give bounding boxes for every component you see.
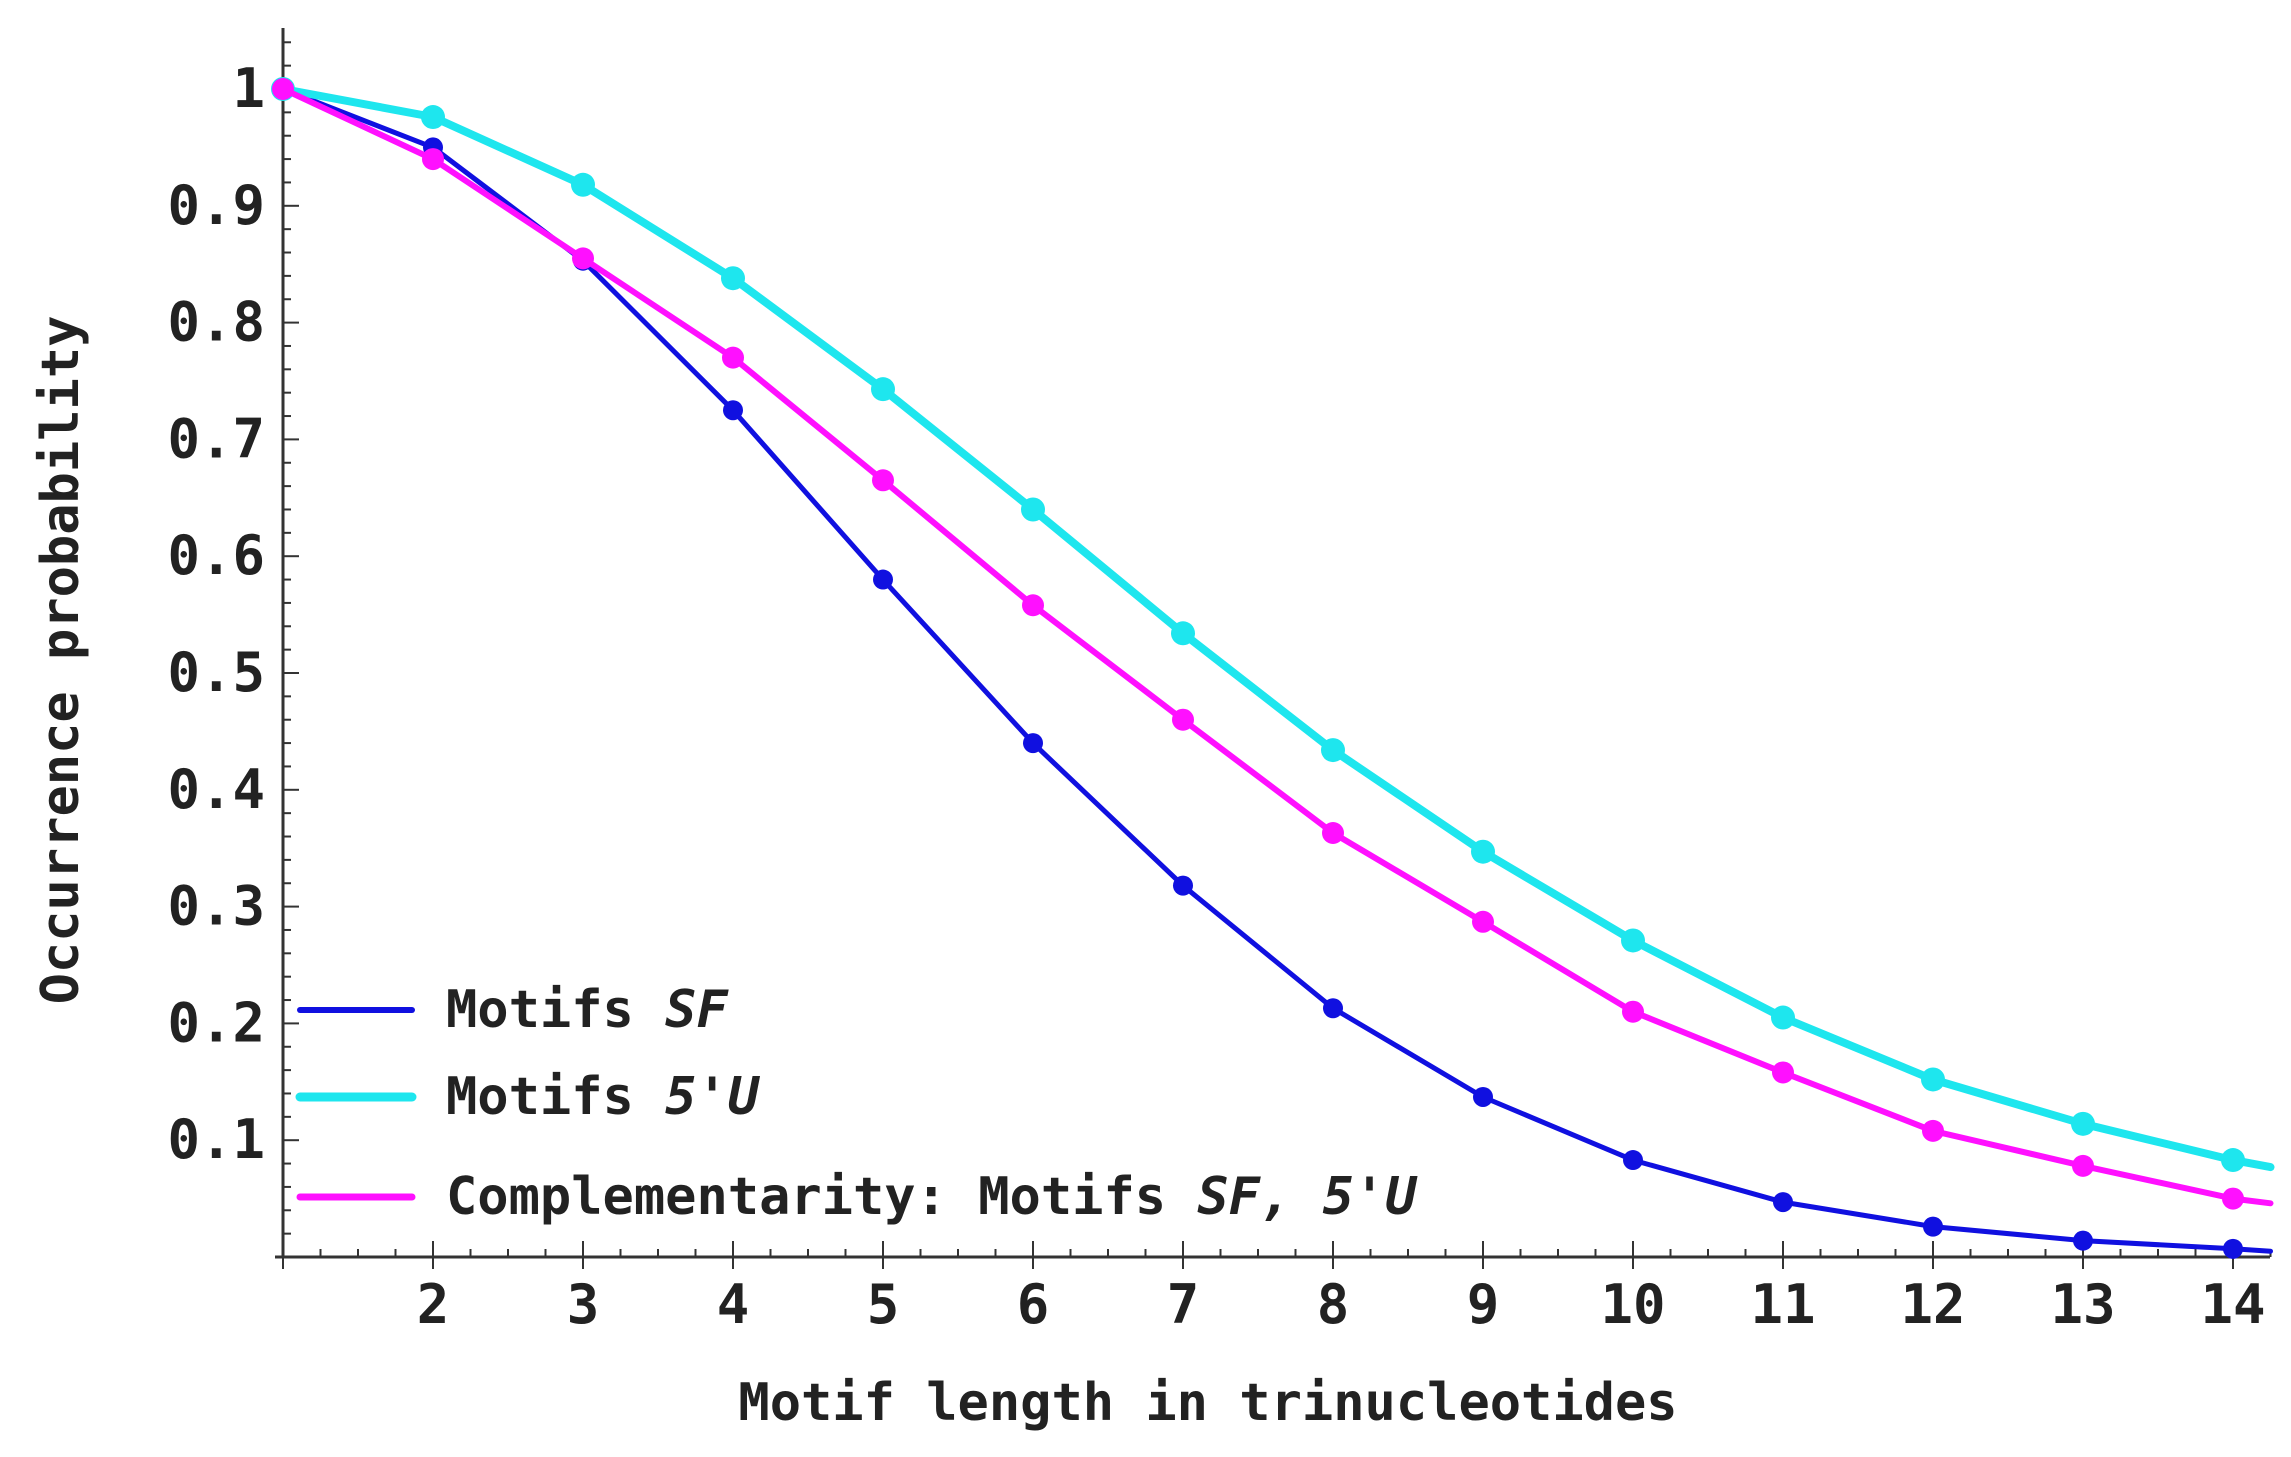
series-1-point <box>1173 875 1193 896</box>
series-2-point <box>1771 1005 1795 1030</box>
series-3-point <box>1472 910 1494 933</box>
y-tick-label: 0.3 <box>167 875 265 938</box>
series-3-point <box>1922 1119 1944 1142</box>
x-tick-label: 2 <box>417 1273 450 1336</box>
series-2-point <box>721 266 745 291</box>
series-3 <box>272 78 2274 1210</box>
x-tick-label: 14 <box>2200 1273 2265 1336</box>
legend-label: Motifs 5'U <box>446 1067 761 1127</box>
series-2-point <box>421 105 445 130</box>
x-tick-label: 9 <box>1467 1273 1500 1336</box>
x-tick-label: 4 <box>717 1273 750 1336</box>
y-tick-label: 0.8 <box>167 291 265 354</box>
series-3-point <box>722 346 744 369</box>
series-1-point <box>1623 1150 1643 1171</box>
series-2 <box>271 77 2275 1173</box>
series-1 <box>273 79 2273 1259</box>
legend-entry: Complementarity: Motifs SF, 5'U <box>296 1167 1418 1227</box>
series-3-point <box>1322 822 1344 845</box>
series-1-point <box>1923 1216 1943 1237</box>
legend-label-italic: 5'U <box>665 1067 761 1127</box>
y-axis-title: Occurrence probability <box>31 316 91 1005</box>
series-2-point <box>871 377 895 402</box>
x-tick-label: 10 <box>1600 1273 1665 1336</box>
y-tick-label: 0.5 <box>167 641 265 704</box>
series-1-point <box>873 569 893 590</box>
series-3-point <box>1172 708 1194 731</box>
legend-entry: Motifs 5'U <box>295 1067 761 1127</box>
x-tick-label: 6 <box>1017 1273 1050 1336</box>
y-tick-label: 0.1 <box>167 1108 265 1171</box>
legend-entry: Motifs SF <box>297 980 729 1040</box>
x-tick-label: 8 <box>1317 1273 1350 1336</box>
y-tick-label: 0.4 <box>167 758 265 821</box>
y-tick-label: 1 <box>232 57 265 120</box>
legend-label: Motifs SF <box>446 980 729 1040</box>
series-3-point <box>1772 1061 1794 1084</box>
x-tick-label: 12 <box>1900 1273 1965 1336</box>
series-3-point <box>422 148 444 171</box>
series-1-point <box>723 400 743 421</box>
series-3-point <box>1022 594 1044 617</box>
series-1-point <box>1473 1086 1493 1107</box>
series-1-point <box>1773 1192 1793 1213</box>
series-3-point <box>272 78 294 100</box>
legend-label-italic: SF <box>665 980 729 1040</box>
series-2-point <box>571 172 595 197</box>
series-2-point <box>1921 1067 1945 1092</box>
series-2-point <box>1321 738 1345 763</box>
x-axis-title: Motif length in trinucleotides <box>738 1373 1677 1433</box>
y-tick-label: 0.7 <box>167 407 265 470</box>
legend-label-text: Motifs <box>446 1067 665 1127</box>
x-tick-label: 13 <box>2050 1273 2115 1336</box>
series-3-point <box>2072 1154 2094 1177</box>
series-1-point <box>2073 1230 2093 1251</box>
y-tick-label: 0.9 <box>167 174 265 237</box>
legend-label-text: Motifs <box>446 980 665 1040</box>
series-3-point <box>872 469 894 492</box>
series-3-point <box>2222 1187 2244 1210</box>
x-tick-label: 5 <box>867 1273 900 1336</box>
series-2-point <box>1171 621 1195 646</box>
y-tick-label: 0.2 <box>167 991 265 1054</box>
series-1-point <box>1323 998 1343 1019</box>
series-2-point <box>2071 1111 2095 1136</box>
axes: 2 3 4 5 6 7 8 9 10 11 12 13 14 0.1 0.2 0.3 0.4 0.5 0.6 0.7 0… <box>167 28 2272 1336</box>
series-2-point <box>2221 1148 2245 1173</box>
series-layer <box>271 77 2275 1259</box>
series-3-point <box>1622 1000 1644 1023</box>
x-tick-label: 7 <box>1167 1273 1200 1336</box>
series-2-point <box>1621 928 1645 953</box>
series-3-point <box>572 247 594 270</box>
series-1-point <box>2223 1238 2243 1259</box>
legend-label-italic: SF, 5'U <box>1197 1167 1418 1227</box>
legend-label-text: Complementarity: Motifs <box>446 1167 1197 1227</box>
series-2-point <box>1471 839 1495 864</box>
series-2-point <box>1021 497 1045 522</box>
series-1-point <box>1023 733 1043 754</box>
legend-label: Complementarity: Motifs SF, 5'U <box>446 1167 1418 1227</box>
x-tick-label: 3 <box>567 1273 600 1336</box>
y-tick-label: 0.6 <box>167 524 265 587</box>
x-tick-label: 11 <box>1750 1273 1815 1336</box>
